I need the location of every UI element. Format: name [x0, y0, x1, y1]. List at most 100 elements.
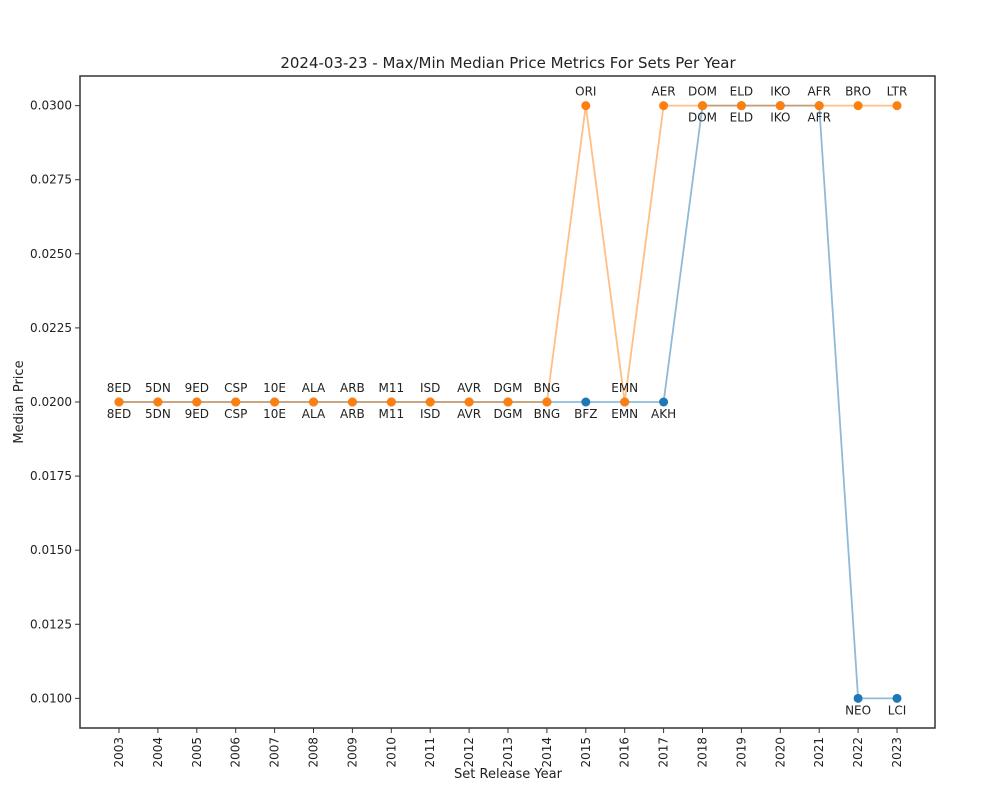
series-line-1 [119, 104, 897, 403]
series-1-point [464, 397, 474, 407]
x-tick-label: 2017 [657, 737, 671, 768]
series-1-point-label: LTR [887, 85, 908, 99]
x-tick-label: 2016 [618, 737, 632, 768]
series-1-point [425, 397, 435, 407]
y-tick-label: 0.0300 [30, 99, 72, 113]
series-1-point-label: IKO [770, 85, 790, 99]
series-0-point-label: M11 [378, 407, 404, 421]
series-1-point [347, 397, 357, 407]
series-0-point-label: BFZ [574, 407, 597, 421]
series-1-point [114, 397, 124, 407]
series-0-point-label: 5DN [145, 407, 171, 421]
series-1-point-label: AER [652, 85, 676, 99]
series-0-point-label: NEO [845, 703, 871, 717]
series-1-point-label: ISD [420, 381, 440, 395]
y-tick-label: 0.0150 [30, 543, 72, 557]
series-0-point-label: 8ED [107, 407, 131, 421]
series-1-point-label: M11 [378, 381, 404, 395]
series-1-point-label: AVR [457, 381, 481, 395]
x-tick-label: 2008 [307, 737, 321, 768]
series-1-point [581, 101, 591, 111]
series-0-point-label: DGM [494, 407, 523, 421]
x-tick-label: 2022 [851, 737, 865, 768]
x-tick-label: 2015 [579, 737, 593, 768]
series-1-point [309, 397, 318, 407]
series-0-point [853, 693, 863, 703]
x-tick-label: 2014 [540, 737, 554, 768]
y-tick-label: 0.0125 [30, 617, 72, 631]
y-tick-label: 0.0175 [30, 469, 72, 483]
plot-frame [79, 75, 936, 729]
series-1-point [503, 397, 513, 407]
series-0-point-label: EMN [611, 407, 638, 421]
x-tick-label: 2011 [423, 737, 437, 768]
series-1-point [192, 397, 202, 407]
series-1-point [892, 101, 902, 111]
series-1-point-label: BNG [534, 381, 561, 395]
series-0-point-label: ALA [302, 407, 326, 421]
x-tick-label: 2013 [501, 737, 515, 768]
series-1-point-label: 5DN [145, 381, 171, 395]
series-0-point-label: IKO [770, 111, 790, 125]
x-tick-label: 2009 [345, 737, 359, 768]
series-1-point [386, 397, 396, 407]
y-tick-label: 0.0250 [30, 247, 72, 261]
series-1-point [153, 397, 163, 407]
series-1-point-label: ELD [730, 85, 754, 99]
series-1-point-label: ORI [575, 85, 596, 99]
series-1-point [814, 101, 824, 111]
x-tick-label: 2004 [151, 737, 165, 768]
series-0-point-label: AVR [457, 407, 481, 421]
series-1-point [775, 101, 785, 111]
series-0-point-label: AKH [651, 407, 676, 421]
series-1-point-label: 9ED [185, 381, 209, 395]
x-tick-label: 2003 [112, 737, 126, 768]
x-tick-label: 2018 [696, 737, 710, 768]
y-tick-label: 0.0200 [30, 395, 72, 409]
series-1-point-label: EMN [611, 381, 638, 395]
y-tick-label: 0.0225 [30, 321, 72, 335]
series-0-point-label: CSP [224, 407, 247, 421]
series-1-point-label: AFR [807, 85, 830, 99]
series-0-point-label: ELD [730, 111, 754, 125]
chart-title: 2024-03-23 - Max/Min Median Price Metric… [280, 54, 736, 72]
series-1-point-label: ARB [340, 381, 365, 395]
series-0-point-label: BNG [534, 407, 561, 421]
x-tick-label: 2023 [890, 737, 904, 768]
series-1-point [736, 101, 746, 111]
x-tick-label: 2005 [190, 737, 204, 768]
x-tick-label: 2019 [734, 737, 748, 768]
y-tick-label: 0.0100 [30, 691, 72, 705]
x-tick-label: 2006 [229, 737, 243, 768]
series-1-point [231, 397, 241, 407]
series-1-point-label: BRO [845, 85, 871, 99]
series-0-point-label: DOM [688, 111, 717, 125]
y-tick-label: 0.0275 [30, 173, 72, 187]
series-0-point-label: ARB [340, 407, 365, 421]
series-0-point-label: 10E [263, 407, 286, 421]
x-axis-label: Set Release Year [454, 767, 563, 782]
series-1-point-label: DGM [494, 381, 523, 395]
series-0-point-label: ISD [420, 407, 440, 421]
y-axis-label: Median Price [12, 360, 27, 443]
series-1-point-label: 10E [263, 381, 286, 395]
series-1-point [270, 397, 280, 407]
x-tick-label: 2007 [268, 737, 282, 768]
x-tick-label: 2012 [462, 737, 476, 768]
series-1-point [620, 397, 630, 407]
series-1-point-label: CSP [224, 381, 247, 395]
series-1-point [542, 397, 552, 407]
x-tick-label: 2010 [384, 737, 398, 768]
series-0-point [659, 397, 669, 407]
x-tick-label: 2020 [773, 737, 787, 768]
x-tick-label: 2021 [812, 737, 826, 768]
series-0-point [581, 397, 591, 407]
series-0-point-label: 9ED [185, 407, 209, 421]
series-1-point [853, 101, 863, 111]
series-1-point [659, 101, 669, 111]
series-0-point-label: AFR [807, 111, 830, 125]
series-1-point-label: DOM [688, 85, 717, 99]
series-1-point [698, 101, 707, 111]
series-0-point [892, 693, 902, 703]
